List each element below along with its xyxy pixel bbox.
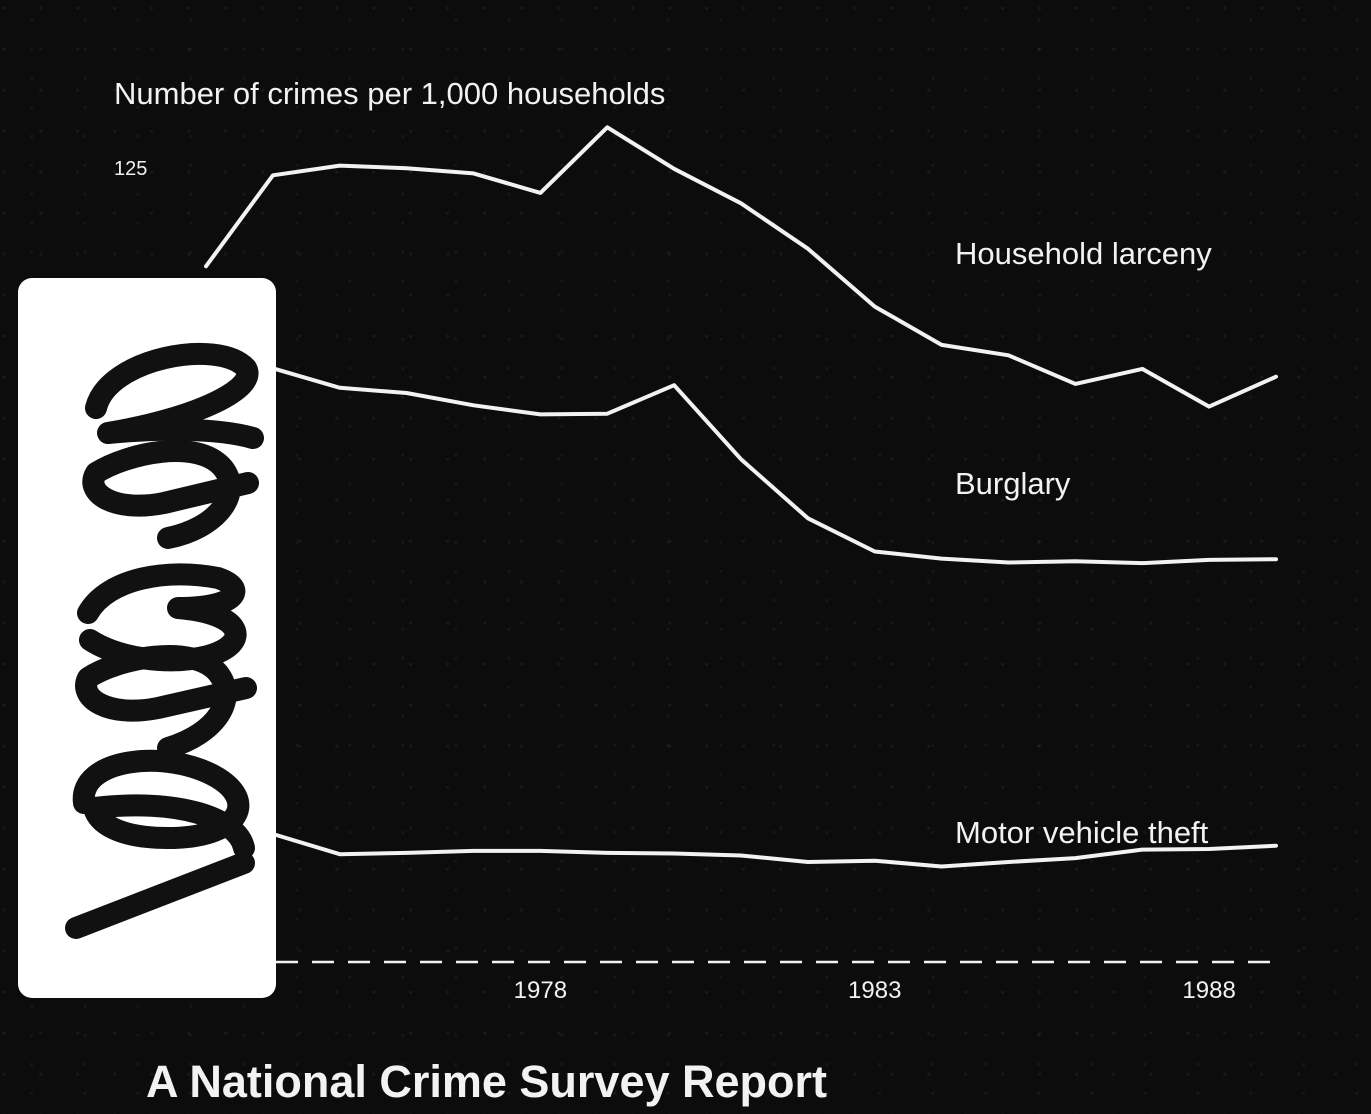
- series-label-household-larceny: Household larceny: [955, 236, 1212, 271]
- x-tick-label: 1988: [1182, 977, 1236, 1004]
- series-line-motor-vehicle-theft: [204, 832, 1278, 869]
- series-label-motor-vehicle-theft: Motor vehicle theft: [955, 815, 1209, 850]
- y-axis-label: Number of crimes per 1,000 households: [114, 76, 666, 111]
- series-line-household-larceny: [204, 125, 1278, 409]
- y-tick-label: 125: [114, 158, 148, 180]
- handwritten-number-stamp: [18, 278, 276, 998]
- handwriting-icon: [65, 342, 264, 939]
- series-line-burglary: [204, 364, 1278, 566]
- x-tick-label: 1983: [848, 977, 902, 1004]
- report-title: A National Crime Survey Report: [146, 1056, 827, 1107]
- x-tick-label: 1978: [513, 977, 568, 1004]
- series-label-burglary: Burglary: [955, 466, 1071, 501]
